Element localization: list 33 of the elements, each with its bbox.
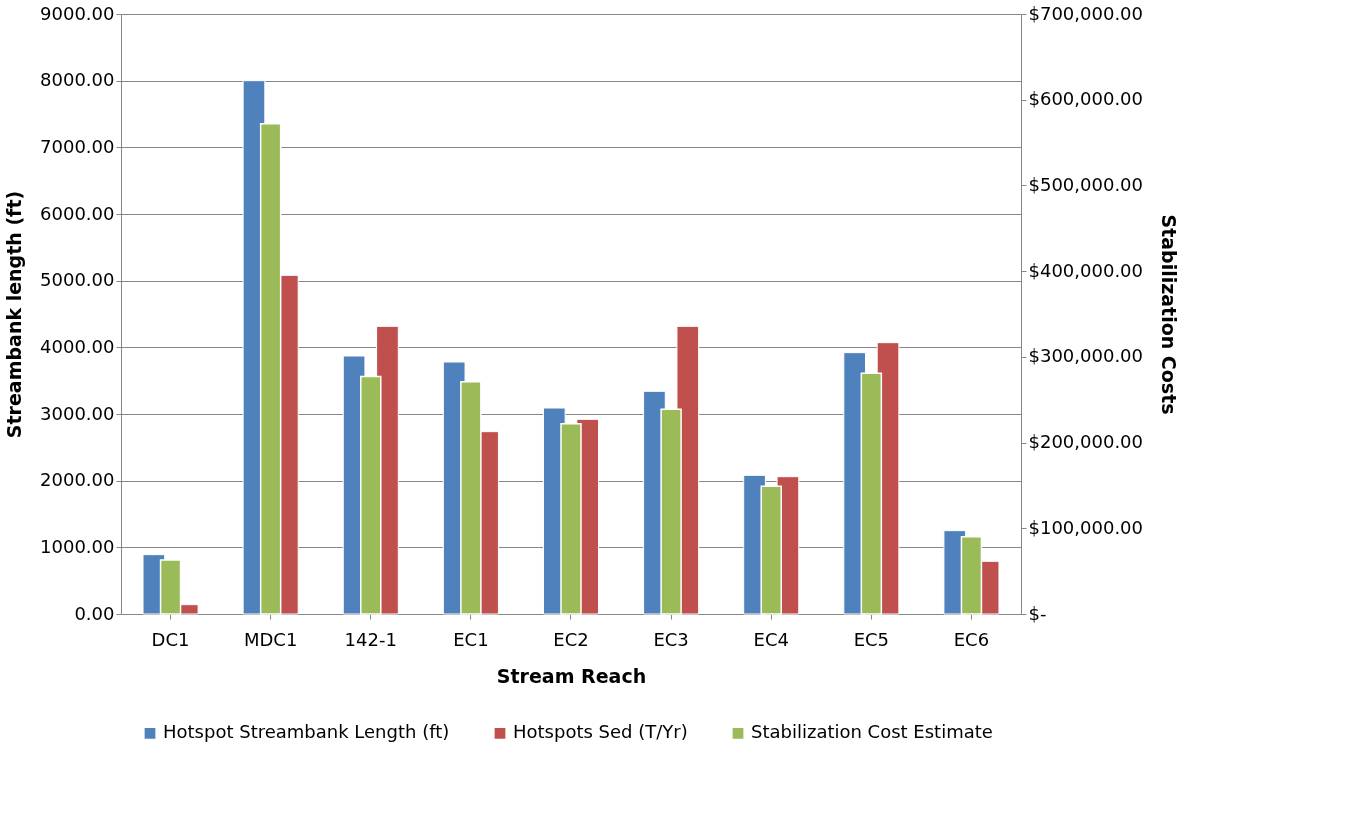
y2-tick-label: $300,000.00 — [1028, 345, 1144, 367]
y2-tick-label: $- — [1028, 602, 1047, 624]
y2-tick-label: $500,000.00 — [1028, 173, 1144, 195]
y2-tick-label: $700,000.00 — [1028, 2, 1144, 24]
legend-label: Hotspots Sed (T/Yr) — [513, 721, 688, 743]
x-tick-label: 142-1 — [344, 628, 397, 650]
y2-tick-label: $200,000.00 — [1028, 431, 1144, 453]
y2-tick-label: $600,000.00 — [1028, 88, 1144, 110]
x-tick-label: EC2 — [553, 628, 589, 650]
x-tick-label: EC3 — [653, 628, 689, 650]
y-tick-label: 7000.00 — [40, 135, 115, 157]
y-tick-label: 6000.00 — [40, 202, 115, 224]
y-tick-label: 9000.00 — [40, 2, 115, 24]
y-tick-label: 2000.00 — [40, 469, 115, 491]
x-axis-title: Stream Reach — [496, 664, 647, 687]
y2-axis-title: Stabilization Costs — [1158, 214, 1181, 415]
y-axis-title: Streambank length (ft) — [3, 190, 26, 439]
x-tick-label: EC6 — [953, 628, 990, 650]
y2-tick-label: $400,000.00 — [1028, 259, 1144, 281]
x-tick-label: EC4 — [753, 628, 789, 650]
y-tick-label: 4000.00 — [40, 335, 115, 357]
y-tick-label: 8000.00 — [40, 69, 115, 91]
legend-label: Stabilization Cost Estimate — [751, 721, 993, 743]
y-tick-label: 3000.00 — [40, 402, 115, 424]
x-tick-label: DC1 — [151, 628, 190, 650]
y-tick-label: 1000.00 — [40, 535, 115, 557]
legend-label: Hotspot Streambank Length (ft) — [163, 721, 450, 743]
y-tick-label: 0.00 — [74, 602, 115, 624]
y2-tick-label: $100,000.00 — [1028, 516, 1144, 538]
x-tick-label: EC5 — [853, 628, 890, 650]
y-tick-label: 5000.00 — [40, 269, 115, 291]
x-tick-label: MDC1 — [243, 628, 298, 650]
x-tick-label: EC1 — [453, 628, 489, 650]
